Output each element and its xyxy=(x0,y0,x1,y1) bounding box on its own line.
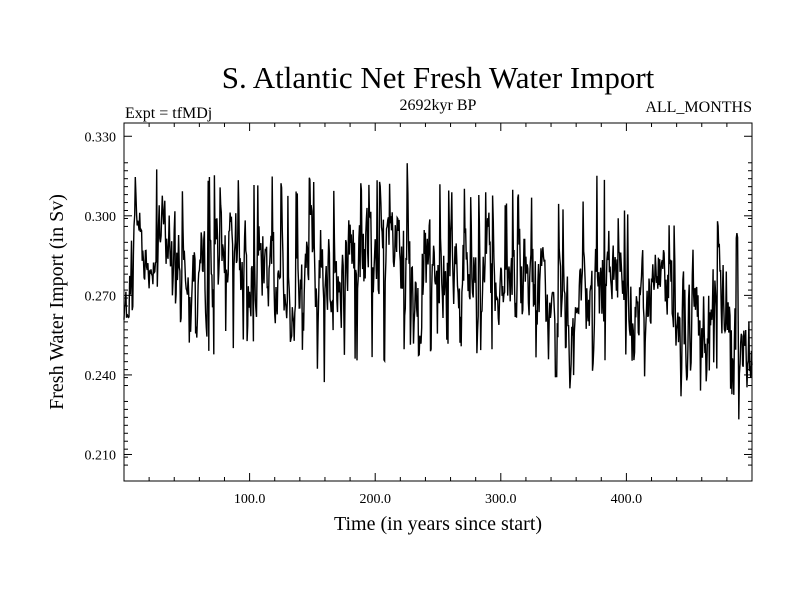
y-tick-label: 0.210 xyxy=(85,448,117,463)
series-line xyxy=(123,163,753,420)
months-label: ALL_MONTHS xyxy=(645,99,752,116)
axis-ticks: 0.210 0.240 0.270 0.300 0.330 100.0 200.0 300.0… xyxy=(85,123,752,507)
y-tick-label: 0.330 xyxy=(85,130,117,145)
y-tick-label: 0.270 xyxy=(85,289,117,304)
x-tick-label: 100.0 xyxy=(234,492,266,507)
x-axis-label: Time (in years since start) xyxy=(334,513,542,535)
period-label: 2692kyr BP xyxy=(400,97,477,114)
x-tick-label: 400.0 xyxy=(611,492,643,507)
y-tick-label: 0.240 xyxy=(85,369,117,384)
x-tick-label: 200.0 xyxy=(359,492,391,507)
y-axis-label: Fresh Water Import (in Sv) xyxy=(46,194,68,410)
series-layer xyxy=(123,163,753,420)
plot-frame xyxy=(123,122,753,482)
experiment-label: Expt = tfMDj xyxy=(125,105,212,122)
chart-title: S. Atlantic Net Fresh Water Import xyxy=(222,60,655,95)
y-tick-label: 0.300 xyxy=(85,210,117,225)
x-tick-label: 300.0 xyxy=(485,492,517,507)
